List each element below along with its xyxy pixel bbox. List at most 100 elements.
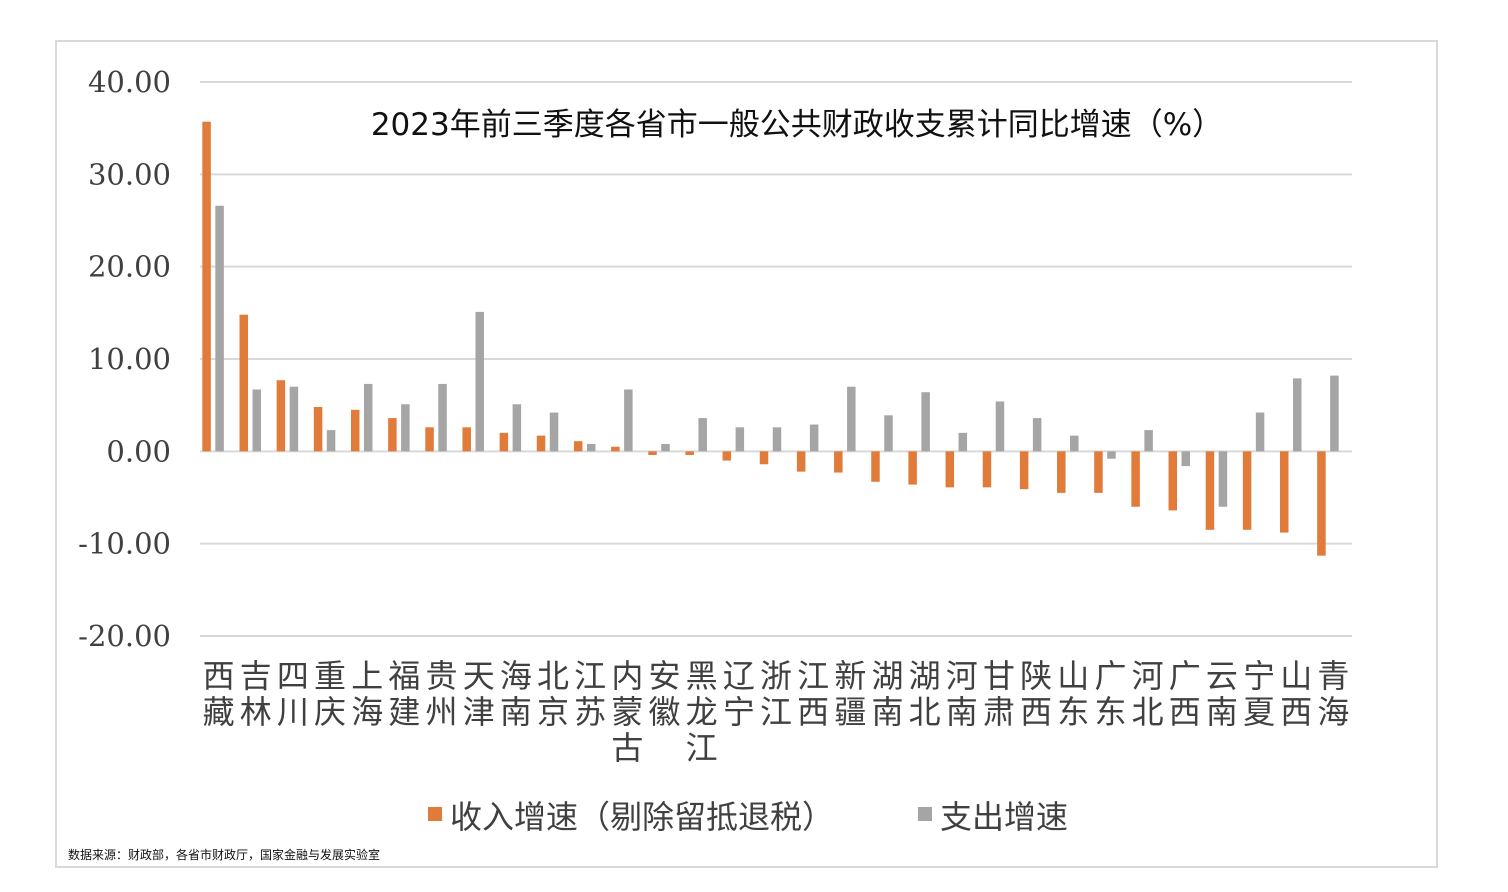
- x-tick-label: 吉林: [240, 657, 272, 731]
- bar-expenditure-16: [809, 424, 819, 452]
- chart-title: 2023年前三季度各省市一般公共财政收支累计同比增速（%）: [371, 107, 1223, 143]
- bar-revenue-18: [871, 451, 880, 482]
- bar-revenue-3: [313, 407, 323, 452]
- bar-expenditure-22: [1032, 418, 1042, 452]
- x-tick-label: 山东: [1057, 657, 1089, 731]
- bar-expenditure-26: [1181, 451, 1191, 467]
- x-tick-label: 广东: [1094, 657, 1126, 731]
- x-tick-label: 湖北: [909, 657, 941, 731]
- x-tick-label: 江苏: [574, 657, 606, 731]
- bar-expenditure-28: [1255, 412, 1265, 452]
- bar-revenue-23: [1057, 451, 1066, 493]
- x-axis-ticks: 西藏吉林四川重庆上海福建贵州天津海南北京江苏内蒙古安徽黑龙江辽宁浙江江西新疆湖南…: [203, 657, 1350, 767]
- x-tick-label: 四川: [277, 657, 309, 731]
- y-axis-ticks: 40.00 30.00 20.00 10.00 0.00 -10.00 -20.00: [78, 65, 171, 653]
- x-tick-label: 安徽: [649, 657, 681, 731]
- bar-expenditure-2: [289, 386, 299, 452]
- bar-expenditure-13: [698, 418, 707, 452]
- bar-revenue-29: [1280, 451, 1289, 533]
- legend-label-1: 支出增速: [940, 798, 1068, 836]
- bar-expenditure-8: [512, 404, 522, 452]
- x-tick-label: 海南: [500, 657, 532, 731]
- x-tick-label: 内蒙古: [611, 657, 643, 767]
- legend-label-0: 收入增速（剔除留抵退税）: [450, 798, 834, 836]
- y-tick-label: 40.00: [88, 65, 171, 99]
- bar-revenue-10: [573, 441, 583, 452]
- bar-expenditure-15: [772, 427, 782, 452]
- bar-expenditure-25: [1144, 430, 1153, 452]
- bars: [202, 121, 1339, 556]
- bar-revenue-25: [1131, 451, 1140, 507]
- legend: 收入增速（剔除留抵退税） 支出增速: [428, 798, 1068, 836]
- bar-revenue-21: [982, 451, 992, 488]
- bar-revenue-20: [945, 451, 955, 488]
- legend-swatch-0: [428, 807, 442, 821]
- bar-expenditure-7: [475, 311, 484, 452]
- bar-revenue-19: [908, 451, 917, 485]
- bar-expenditure-5: [401, 404, 410, 452]
- bar-revenue-22: [1019, 451, 1029, 490]
- bar-expenditure-29: [1293, 378, 1302, 452]
- bar-expenditure-21: [995, 401, 1005, 452]
- bar-revenue-16: [796, 451, 806, 472]
- x-tick-label: 上海: [351, 657, 383, 731]
- x-tick-label: 西藏: [203, 657, 235, 731]
- bar-revenue-6: [425, 427, 434, 452]
- bar-expenditure-18: [884, 415, 893, 452]
- bar-revenue-7: [462, 427, 471, 452]
- x-tick-label: 陕西: [1020, 657, 1052, 731]
- bar-revenue-27: [1205, 451, 1215, 530]
- x-tick-label: 河北: [1132, 657, 1164, 731]
- bar-expenditure-9: [549, 412, 559, 452]
- bar-revenue-4: [350, 409, 360, 452]
- bar-expenditure-23: [1070, 435, 1079, 452]
- x-tick-label: 北京: [537, 657, 569, 731]
- x-tick-label: 山西: [1280, 657, 1312, 731]
- y-tick-label: 30.00: [88, 157, 171, 191]
- bar-expenditure-1: [252, 389, 261, 452]
- x-tick-label: 贵州: [426, 657, 458, 731]
- x-tick-label: 辽宁: [723, 657, 755, 731]
- bar-revenue-11: [611, 446, 620, 452]
- y-tick-label: -10.00: [78, 527, 171, 561]
- bar-expenditure-19: [921, 392, 930, 452]
- bar-revenue-9: [536, 435, 546, 452]
- x-tick-label: 天津: [463, 657, 495, 731]
- y-tick-label: -20.00: [78, 619, 171, 653]
- x-tick-label: 重庆: [314, 657, 346, 731]
- bar-revenue-13: [685, 451, 694, 456]
- bar-revenue-2: [276, 380, 286, 452]
- source-note: 数据来源：财政部，各省市财政厅，国家金融与发展实验室: [68, 848, 381, 862]
- bar-expenditure-27: [1218, 451, 1228, 507]
- y-tick-label: 20.00: [88, 250, 171, 284]
- bar-revenue-8: [499, 432, 509, 452]
- bar-expenditure-6: [438, 383, 447, 452]
- x-tick-label: 宁夏: [1243, 657, 1275, 731]
- bar-revenue-1: [239, 314, 248, 452]
- x-tick-label: 新疆: [834, 657, 866, 731]
- bar-expenditure-24: [1107, 451, 1116, 459]
- bar-expenditure-4: [363, 383, 373, 452]
- bar-revenue-30: [1317, 451, 1326, 556]
- bar-expenditure-12: [661, 443, 670, 452]
- legend-swatch-1: [918, 807, 932, 821]
- bar-expenditure-11: [624, 389, 633, 452]
- bar-expenditure-0: [215, 205, 224, 452]
- bar-revenue-5: [388, 418, 397, 452]
- bar-expenditure-3: [326, 430, 336, 452]
- bar-revenue-15: [759, 451, 769, 465]
- gridlines: [200, 81, 1352, 637]
- x-tick-label: 河南: [946, 657, 978, 731]
- bar-revenue-26: [1168, 451, 1178, 511]
- bar-revenue-0: [202, 121, 211, 452]
- x-tick-label: 江西: [797, 657, 829, 731]
- x-tick-label: 浙江: [760, 657, 792, 731]
- x-tick-label: 湖南: [871, 657, 903, 731]
- x-tick-label: 甘肃: [983, 657, 1015, 731]
- bar-revenue-14: [722, 451, 732, 461]
- x-tick-label: 黑龙江: [686, 657, 718, 767]
- x-tick-label: 广西: [1169, 657, 1201, 731]
- bar-revenue-24: [1094, 451, 1103, 493]
- chart-frame: [55, 40, 1438, 868]
